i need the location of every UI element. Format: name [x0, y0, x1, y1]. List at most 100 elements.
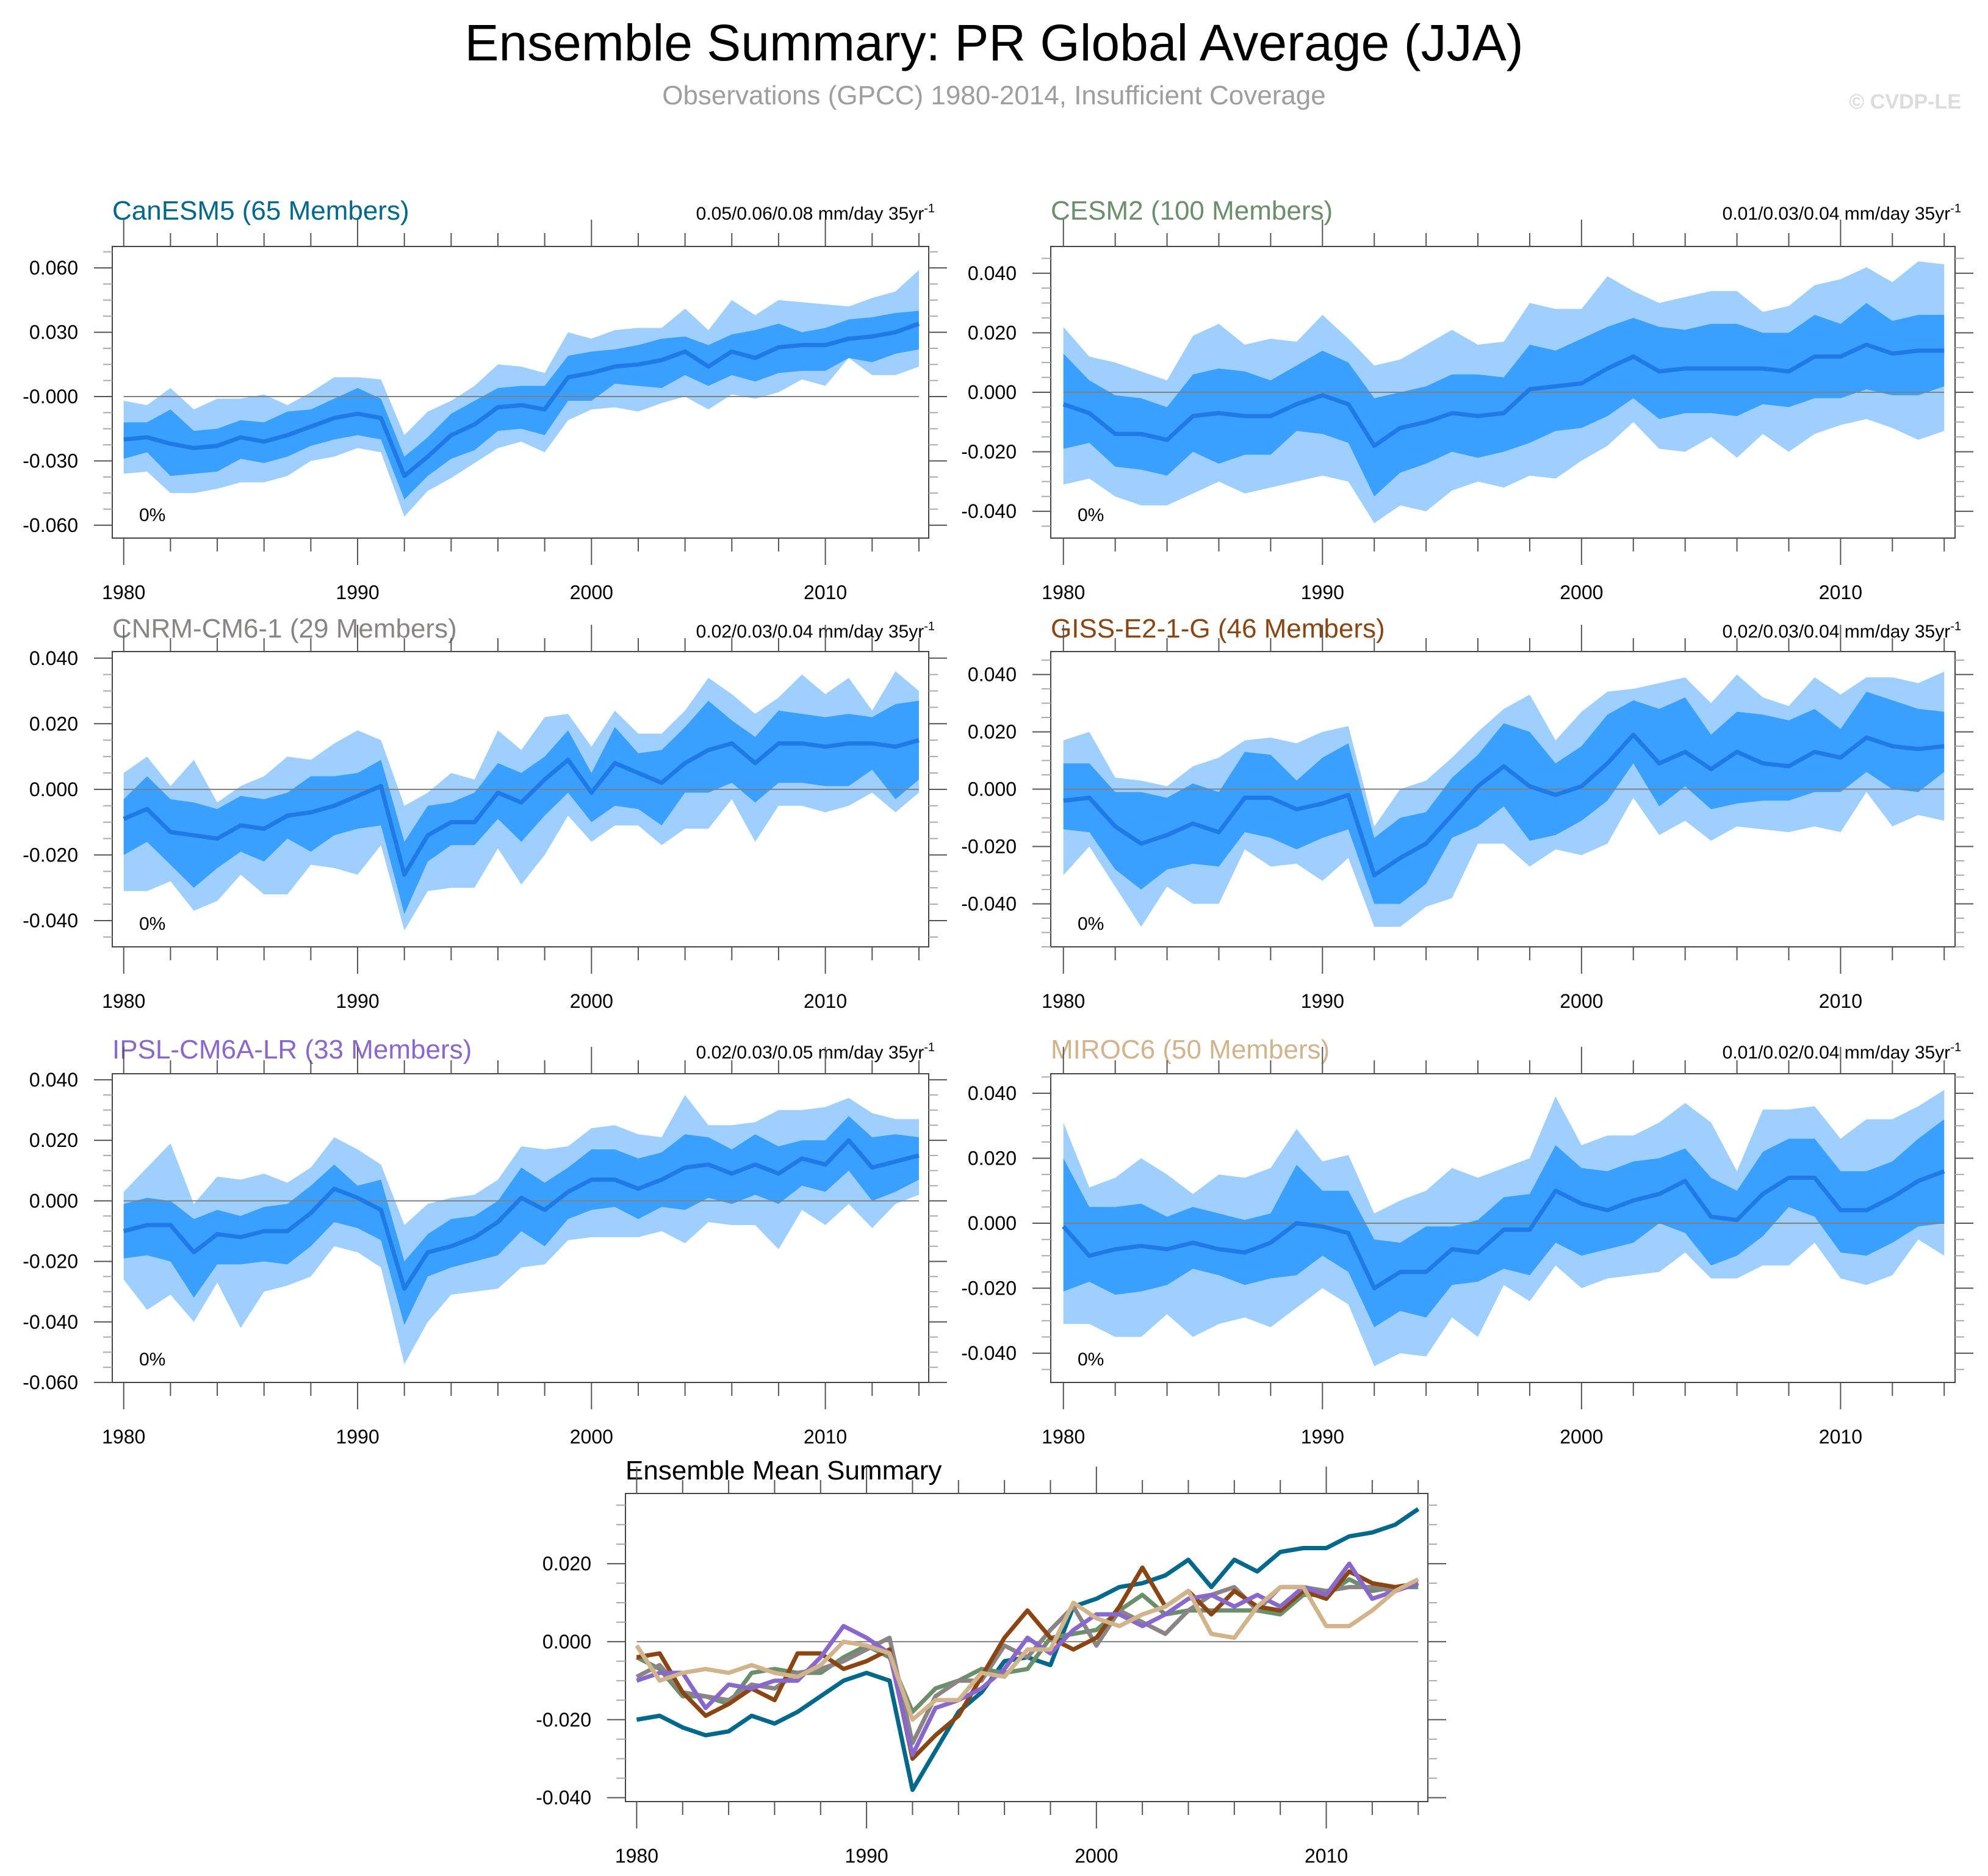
x-tick-label: 2000	[570, 581, 613, 603]
y-tick-label: 0.040	[968, 1082, 1017, 1104]
percent-label: 0%	[139, 505, 165, 525]
x-tick-label: 1980	[1042, 1426, 1085, 1448]
ensemble-mean-line	[123, 1138, 920, 1291]
x-tick-label: 2000	[570, 1426, 613, 1448]
y-tick-label: -0.000	[23, 386, 78, 408]
x-tick-label: 1990	[1301, 1426, 1344, 1448]
y-tick-label: 0.000	[29, 1190, 78, 1212]
x-tick-label: 1990	[1301, 990, 1344, 1012]
x-tick-label: 1980	[102, 581, 145, 603]
panel-2: CESM2 (100 Members) 0.01/0.03/0.04 mm/day…	[961, 196, 1973, 603]
panel-1: CanESM5 (65 Members) 0.05/0.06/0.08 mm/da…	[23, 196, 947, 603]
y-tick-label: -0.040	[23, 1311, 78, 1333]
y-tick-label: 0.040	[968, 664, 1017, 686]
x-tick-label: 2010	[804, 990, 847, 1012]
inner-spread-band	[123, 700, 919, 915]
y-tick-label: 0.000	[968, 381, 1017, 403]
x-tick-label: 2010	[1819, 990, 1862, 1012]
panel-title: MIROC6 (50 Members)	[1051, 1035, 1330, 1065]
x-tick-label: 2010	[1819, 1426, 1862, 1448]
y-tick-label: 0.040	[29, 647, 78, 669]
x-tick-label: 1980	[102, 990, 145, 1012]
y-tick-label: -0.040	[961, 1342, 1017, 1364]
trend-label: 0.02/0.03/0.05 mm/day 35yr-1	[696, 1041, 935, 1063]
x-tick-label: 2000	[570, 990, 613, 1012]
plot-frame	[625, 1493, 1428, 1802]
series-line-miroc6	[635, 1577, 1419, 1722]
x-tick-label: 1980	[615, 1845, 658, 1867]
y-tick-label: -0.030	[23, 450, 78, 472]
y-tick-label: 0.020	[968, 1147, 1017, 1169]
panel-title: Ensemble Mean Summary	[625, 1456, 942, 1486]
plot-frame	[1050, 1073, 1956, 1383]
trend-label: 0.02/0.03/0.04 mm/day 35yr-1	[1723, 620, 1961, 642]
y-tick-label: 0.020	[968, 322, 1017, 343]
x-tick-label: 2000	[1560, 1426, 1603, 1448]
x-tick-label: 1980	[102, 1426, 145, 1448]
percent-label: 0%	[1078, 1349, 1104, 1370]
y-tick-label: 0.020	[29, 1129, 78, 1151]
panel-title: IPSL-CM6A-LR (33 Members)	[112, 1035, 472, 1065]
plot-frame	[112, 651, 929, 947]
y-tick-label: -0.040	[23, 910, 78, 932]
inner-spread-band	[1063, 691, 1945, 904]
y-tick-label: -0.020	[961, 441, 1017, 463]
x-tick-label: 2010	[804, 1426, 847, 1448]
y-tick-label: -0.020	[23, 1251, 78, 1273]
percent-label: 0%	[1078, 505, 1104, 525]
x-tick-label: 2010	[1305, 1845, 1348, 1867]
trend-label: 0.02/0.03/0.04 mm/day 35yr-1	[696, 620, 935, 642]
panel-5: IPSL-CM6A-LR (33 Members) 0.02/0.03/0.05 …	[23, 1035, 947, 1448]
y-tick-label: -0.040	[961, 500, 1017, 522]
panel-7: Ensemble Mean Summary 1980 1990 2000 2010 0.0…	[536, 1456, 1446, 1867]
y-tick-label: 0.000	[29, 778, 78, 800]
plot-frame	[1050, 651, 1956, 947]
y-tick-label: -0.020	[536, 1709, 591, 1731]
panel-3: CNRM-CM6-1 (29 Members) 0.02/0.03/0.04 mm…	[23, 614, 947, 1012]
panel-title: CNRM-CM6-1 (29 Members)	[112, 614, 457, 644]
ensemble-mean-line	[1062, 342, 1945, 448]
y-tick-label: 0.030	[29, 322, 78, 343]
y-tick-label: 0.020	[29, 713, 78, 735]
y-tick-label: -0.040	[961, 893, 1017, 915]
x-tick-label: 1980	[1042, 581, 1085, 603]
x-tick-label: 2000	[1560, 581, 1603, 603]
x-tick-label: 1990	[336, 581, 379, 603]
x-tick-label: 2000	[1560, 990, 1603, 1012]
x-tick-label: 2010	[804, 581, 847, 603]
x-tick-label: 1980	[1042, 990, 1085, 1012]
x-tick-label: 2000	[1075, 1845, 1118, 1867]
watermark: © CVDP-LE	[1849, 90, 1961, 113]
percent-label: 0%	[1078, 914, 1104, 934]
x-tick-label: 1990	[336, 990, 379, 1012]
figure-title: Ensemble Summary: PR Global Average (JJA…	[464, 14, 1524, 71]
y-tick-label: 0.020	[968, 721, 1017, 743]
x-tick-label: 1990	[336, 1426, 379, 1448]
y-tick-label: -0.060	[23, 1371, 78, 1393]
trend-label: 0.05/0.06/0.08 mm/day 35yr-1	[696, 202, 935, 224]
figure-subtitle: Observations (GPCC) 1980-2014, Insuffici…	[662, 81, 1326, 110]
ensemble-mean-line	[1062, 1169, 1945, 1291]
panel-title: CanESM5 (65 Members)	[112, 196, 409, 226]
ensemble-mean-line	[123, 738, 920, 877]
y-tick-label: 0.040	[968, 262, 1017, 284]
y-tick-label: 0.020	[542, 1553, 591, 1575]
x-tick-label: 1990	[845, 1845, 888, 1867]
series-line-cnrm-cm6-1	[635, 1581, 1419, 1745]
y-tick-label: -0.020	[23, 844, 78, 866]
trend-label: 0.01/0.02/0.04 mm/day 35yr-1	[1723, 1041, 1961, 1063]
ensemble-mean-line	[1063, 732, 1945, 878]
y-tick-label: -0.040	[536, 1787, 591, 1809]
x-tick-label: 1990	[1301, 581, 1344, 603]
trend-label: 0.01/0.03/0.04 mm/day 35yr-1	[1723, 202, 1961, 224]
series-line-giss-e2-1-g	[636, 1565, 1419, 1761]
y-tick-label: -0.020	[961, 1278, 1017, 1299]
y-tick-label: -0.060	[23, 514, 78, 536]
y-tick-label: 0.060	[29, 257, 78, 279]
panel-title: GISS-E2-1-G (46 Members)	[1051, 614, 1385, 644]
series-line-ipsl-cm6a-lr	[636, 1561, 1419, 1757]
y-tick-label: 0.040	[29, 1069, 78, 1091]
y-tick-label: 0.000	[968, 1212, 1017, 1234]
ensemble-mean-line	[123, 322, 920, 478]
